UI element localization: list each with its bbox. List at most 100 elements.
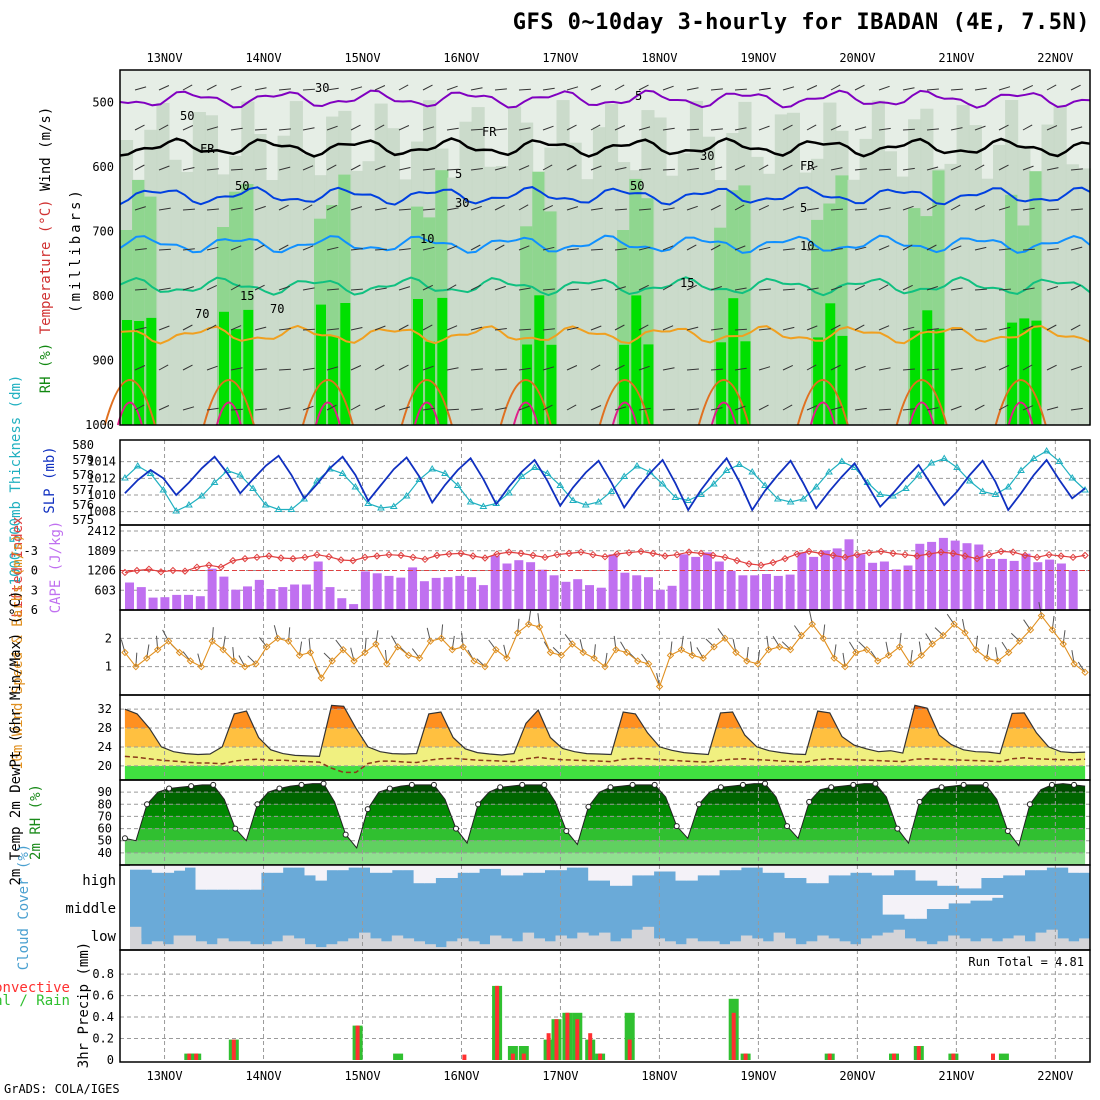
cloud-low-bar bbox=[959, 938, 971, 950]
wind-barb bbox=[446, 245, 458, 251]
cape-bar bbox=[596, 587, 606, 610]
wind-barb bbox=[470, 326, 483, 331]
cape-bar bbox=[832, 548, 842, 610]
thickness-point bbox=[620, 472, 629, 479]
wind-barb bbox=[1046, 248, 1059, 251]
wind-speed-point bbox=[808, 620, 817, 628]
cloud-low-bar bbox=[970, 941, 982, 950]
rh-shade-light bbox=[871, 100, 885, 425]
thickness-point bbox=[1055, 457, 1064, 464]
thickness-point bbox=[569, 496, 577, 503]
wind-barb bbox=[590, 85, 602, 91]
cloud-high-clear bbox=[948, 865, 960, 886]
cloud-low-bar bbox=[304, 944, 316, 950]
wind-barb bbox=[494, 368, 507, 371]
cloud-high-clear bbox=[773, 865, 785, 873]
rh-shade-light bbox=[896, 176, 910, 425]
wind-barb bbox=[278, 368, 291, 371]
thickness-point bbox=[364, 499, 373, 506]
cloud-high-clear bbox=[282, 865, 295, 868]
wind-barb bbox=[350, 404, 361, 411]
precip-convective-label: Convective bbox=[0, 980, 70, 996]
thickness-point bbox=[876, 490, 885, 497]
precip-total-bar bbox=[998, 1053, 1009, 1060]
wind-speed-point bbox=[1070, 660, 1078, 668]
wind-speed-point bbox=[601, 662, 609, 671]
wind-barb bbox=[902, 408, 915, 411]
wind-barb bbox=[782, 364, 794, 371]
slp-tick-label: 1010 bbox=[87, 488, 116, 502]
lifted-index-point bbox=[925, 550, 933, 558]
cloud-low-bar bbox=[184, 935, 196, 950]
thickness-point bbox=[748, 468, 757, 475]
date-label-top: 13NOV bbox=[146, 51, 182, 65]
cloud-low-bar bbox=[293, 938, 305, 950]
wind-barb bbox=[950, 88, 963, 91]
wind-barb bbox=[134, 404, 145, 411]
cloud-high-clear bbox=[140, 865, 153, 870]
rh-point bbox=[320, 780, 327, 787]
cloud-low-bar bbox=[522, 932, 535, 950]
wind-barb bbox=[326, 87, 339, 91]
wind-barb bbox=[758, 366, 771, 371]
lifted-index-point bbox=[985, 550, 993, 559]
cloud-high-clear bbox=[228, 865, 240, 890]
lifted-index-point bbox=[265, 552, 273, 560]
cloud-low-bar bbox=[850, 944, 862, 950]
lifted-index-point bbox=[193, 563, 201, 571]
lifted-index-line bbox=[124, 550, 1086, 574]
rh-tick-label: 70 bbox=[98, 809, 112, 823]
cape-bar bbox=[325, 587, 335, 610]
wind-barb bbox=[782, 326, 795, 331]
cloud-low-bar bbox=[948, 935, 960, 950]
thickness-point bbox=[607, 487, 616, 494]
rh-point bbox=[629, 781, 636, 788]
lifted-index-point bbox=[1069, 553, 1077, 562]
wind-barb bbox=[998, 326, 1011, 331]
warm-isotherm-hump bbox=[202, 379, 255, 426]
cloud-layer-label: high bbox=[82, 873, 116, 889]
wind-barb bbox=[638, 84, 649, 91]
cloud-low-bar bbox=[1057, 938, 1069, 950]
cape-bar bbox=[1056, 563, 1066, 610]
cloud-low-bar bbox=[904, 938, 916, 950]
wind-barb bbox=[878, 325, 890, 331]
wind-barb bbox=[206, 168, 219, 171]
wind-barb bbox=[950, 367, 963, 371]
thickness-point bbox=[274, 505, 283, 512]
wind-barb bbox=[662, 367, 675, 371]
cloud-low-bar bbox=[806, 941, 818, 950]
wind-barb bbox=[518, 245, 530, 251]
wind-barb bbox=[422, 168, 435, 171]
warm-isotherm-hump bbox=[697, 379, 750, 426]
cape-bar bbox=[644, 577, 653, 610]
rh-shade-light bbox=[483, 166, 497, 426]
cloud-high-clear bbox=[359, 865, 371, 868]
wind-barb bbox=[446, 85, 458, 91]
cape-bar bbox=[549, 575, 559, 610]
cloud-middle-clear bbox=[980, 895, 993, 901]
cloud-middle-clear bbox=[991, 895, 1004, 898]
wind-barb bbox=[254, 87, 267, 91]
wind-barb bbox=[1046, 364, 1057, 371]
wind-barb bbox=[710, 128, 723, 131]
rh-shade-light bbox=[762, 173, 776, 425]
wind-speed-point bbox=[481, 662, 489, 671]
lifted-index-point bbox=[829, 551, 837, 560]
wind-barb bbox=[278, 285, 290, 291]
wind-barb bbox=[470, 205, 482, 211]
lifted-index-point bbox=[1057, 552, 1065, 560]
wind-speed-point bbox=[317, 674, 326, 682]
wind-barb bbox=[566, 288, 579, 291]
cloud-high-clear bbox=[762, 865, 775, 873]
cloud-high-clear bbox=[337, 865, 349, 871]
contour-label: 5 bbox=[455, 167, 462, 181]
thickness-point bbox=[697, 490, 705, 497]
cape-bar bbox=[396, 577, 406, 610]
lifted-index-point bbox=[1009, 548, 1017, 556]
cloud-low-bar bbox=[500, 938, 513, 950]
cloud-low-bar bbox=[544, 941, 556, 950]
cloud-high-clear bbox=[271, 865, 284, 873]
wind-barb bbox=[422, 407, 435, 411]
wind-speed-point bbox=[721, 634, 729, 643]
